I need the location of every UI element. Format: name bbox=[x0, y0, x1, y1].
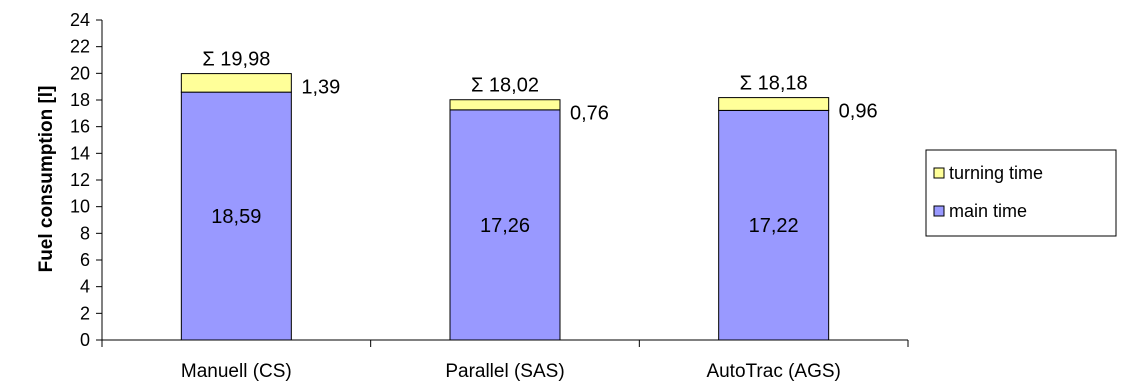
y-tick-label: 0 bbox=[80, 330, 90, 350]
bar-turning-time bbox=[718, 97, 830, 111]
x-category-label: Manuell (CS) bbox=[181, 361, 292, 382]
total-sum-label: Σ 18,18 bbox=[740, 73, 808, 95]
x-axis: Manuell (CS) Parallel (SAS) AutoTrac (AGS) bbox=[101, 339, 909, 382]
legend-entry-label: turning time bbox=[949, 163, 1043, 183]
main-time-value-label: 18,59 bbox=[211, 206, 261, 228]
legend-entry-label: main time bbox=[949, 201, 1027, 221]
turning-time-value-label: 0,96 bbox=[839, 101, 878, 123]
y-tick-label: 22 bbox=[70, 37, 90, 57]
y-tick-label: 12 bbox=[70, 170, 90, 190]
total-sum-label: Σ 18,02 bbox=[471, 75, 539, 97]
main-time-value-label: 17,22 bbox=[749, 215, 799, 237]
y-tick-label: 8 bbox=[80, 223, 90, 243]
x-category-label: Parallel (SAS) bbox=[445, 361, 564, 382]
bars: 18,59 1,39 Σ 19,98 17,26 0,76 Σ 18,02 17,22 0,9… bbox=[180, 49, 878, 341]
turning-time-value-label: 0,76 bbox=[570, 103, 609, 125]
y-tick-label: 6 bbox=[80, 250, 90, 270]
y-tick-label: 18 bbox=[70, 90, 90, 110]
y-tick-label: 2 bbox=[80, 303, 90, 323]
main-time-value-label: 17,26 bbox=[480, 215, 530, 237]
y-tick-label: 10 bbox=[70, 197, 90, 217]
bar-main-time bbox=[718, 109, 830, 341]
y-tick-label: 16 bbox=[70, 117, 90, 137]
y-tick-label: 24 bbox=[70, 10, 90, 30]
bar-turning-time bbox=[180, 73, 292, 93]
y-tick-label: 4 bbox=[80, 277, 90, 297]
legend-box bbox=[925, 149, 1117, 237]
y-axis-label: Fuel consumption [l] bbox=[36, 86, 57, 273]
bar-main-time bbox=[449, 109, 561, 341]
total-sum-label: Σ 19,98 bbox=[202, 49, 270, 71]
legend: turning time main time bbox=[925, 149, 1117, 237]
turning-time-value-label: 1,39 bbox=[301, 77, 340, 99]
x-category-label: AutoTrac (AGS) bbox=[706, 361, 840, 382]
y-tick-label: 14 bbox=[70, 143, 90, 163]
bar-turning-time bbox=[449, 99, 561, 111]
legend-swatch bbox=[933, 167, 945, 179]
y-tick-label: 20 bbox=[70, 63, 90, 83]
legend-swatch bbox=[933, 205, 945, 217]
